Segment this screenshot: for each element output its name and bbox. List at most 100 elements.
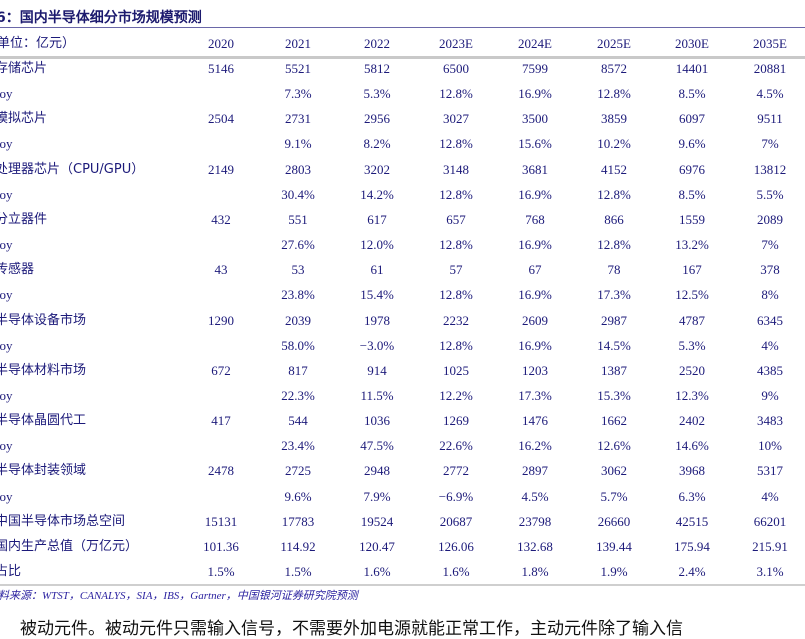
table-row: 占比 1.5% 1.5% 1.6% 1.6% 1.8% 1.9% 2.4% 3.1% <box>0 561 805 583</box>
table-cell: 9.6% <box>284 488 312 504</box>
table-cell: 14401 <box>675 61 709 76</box>
row-label: 存储芯片 <box>0 61 48 76</box>
table-cell: 6500 <box>443 61 469 76</box>
table-cell: 114.92 <box>280 538 316 554</box>
table-cell: 12.8% <box>597 186 631 202</box>
table-cell: 4.5% <box>756 86 784 102</box>
table-cell: 10% <box>758 438 782 454</box>
table-cell: 78 <box>607 262 621 278</box>
row-label: yoy <box>0 186 13 202</box>
column-header: 2025E <box>597 36 631 51</box>
row-label: yoy <box>0 136 13 152</box>
table-cell: 47.5% <box>360 438 394 454</box>
yoy-row: yoy 9.6% 7.9% −6.9% 4.5% 5.7% 6.3% 4% <box>0 486 805 508</box>
table-row: 模拟芯片 2504 2731 2956 3027 3500 3859 6097 9511 <box>0 108 805 130</box>
table-cell: 7599 <box>522 61 548 76</box>
yoy-row: yoy 9.1% 8.2% 12.8% 15.6% 10.2% 9.6% 7% <box>0 133 805 155</box>
table-cell: 4787 <box>679 312 705 328</box>
table-cell: 4% <box>761 488 779 504</box>
table-cell: 12.6% <box>597 438 631 454</box>
table-cell: 3681 <box>522 161 548 177</box>
table-cell: 3202 <box>364 161 390 177</box>
row-label: 传感器 <box>0 262 35 278</box>
table-cell: 12.8% <box>597 86 631 102</box>
column-header: 2023E <box>439 36 473 51</box>
table-cell: 12.8% <box>439 337 473 353</box>
source-note: 料来源：WTST，CANALYS，SIA，IBS，Gartner，中国银河证券研… <box>0 590 358 602</box>
yoy-row: yoy 27.6% 12.0% 12.8% 16.9% 12.8% 13.2% 7% <box>0 234 805 256</box>
row-label: 模拟芯片 <box>0 111 48 127</box>
table-cell: 1.5% <box>207 564 235 579</box>
yoy-row: yoy 7.3% 5.3% 12.8% 16.9% 12.8% 8.5% 4.5% <box>0 83 805 105</box>
row-label: 占比 <box>0 564 22 579</box>
table-cell: 26660 <box>597 513 631 529</box>
title-divider <box>0 27 805 28</box>
table-cell: 120.47 <box>359 538 395 554</box>
table-title: 6：国内半导体细分市场规模预测 <box>0 10 202 26</box>
table-row: 存储芯片 5146 5521 5812 6500 7599 8572 14401 20881 <box>0 58 805 80</box>
column-header: 2035E <box>753 36 787 51</box>
table-cell: 17.3% <box>597 287 631 303</box>
table-cell: 417 <box>211 413 231 429</box>
table-cell: 914 <box>367 362 387 378</box>
table-cell: 866 <box>604 211 624 227</box>
yoy-row: yoy 23.8% 15.4% 12.8% 16.9% 17.3% 12.5% 8% <box>0 284 805 306</box>
table-cell: 58.0% <box>281 337 315 353</box>
table-row: 分立器件 432 551 617 657 768 866 1559 2089 <box>0 209 805 231</box>
table-cell: 61 <box>370 262 384 278</box>
table-cell: 2149 <box>208 161 234 177</box>
table-cell: 3027 <box>443 111 469 127</box>
yoy-row: yoy 22.3% 11.5% 12.2% 17.3% 15.3% 12.3% 9% <box>0 385 805 407</box>
header-divider <box>0 56 805 59</box>
table-cell: 57 <box>449 262 463 278</box>
table-cell: 17783 <box>281 513 315 529</box>
table-cell: 2039 <box>285 312 311 328</box>
table-cell: 27.6% <box>281 237 315 253</box>
row-label: 处理器芯片（CPU/GPU） <box>0 161 145 177</box>
table-cell: 15.6% <box>518 136 552 152</box>
column-header: 2022 <box>364 36 390 51</box>
table-cell: 2803 <box>285 161 311 177</box>
row-label: 分立器件 <box>0 211 48 227</box>
table-cell: 16.9% <box>518 237 552 253</box>
table-cell: 4% <box>761 337 779 353</box>
table-cell: 12.8% <box>439 287 473 303</box>
row-label: yoy <box>0 287 13 303</box>
row-label: yoy <box>0 438 13 454</box>
table-row: 国内生产总值（万亿元） 101.36 114.92 120.47 126.06 132.6… <box>0 536 805 558</box>
table-cell: −6.9% <box>438 488 474 504</box>
row-label: yoy <box>0 337 13 353</box>
row-label: yoy <box>0 237 13 253</box>
table-cell: 3968 <box>679 463 705 479</box>
table-cell: 5.3% <box>678 337 706 353</box>
table-cell: 13812 <box>753 161 787 177</box>
row-label: 国内生产总值（万亿元） <box>0 538 139 554</box>
table-cell: 1978 <box>364 312 390 328</box>
table-cell: 2402 <box>679 413 705 429</box>
table-cell: 3.1% <box>756 564 784 579</box>
table-cell: 9% <box>761 387 779 403</box>
table-cell: 53 <box>291 262 305 278</box>
table-cell: 6345 <box>757 312 783 328</box>
table-bottom-divider <box>0 584 805 586</box>
row-label: 半导体材料市场 <box>0 362 87 378</box>
table-cell: 132.68 <box>517 538 553 554</box>
table-cell: 6097 <box>679 111 705 127</box>
table-cell: 1476 <box>522 413 548 429</box>
row-label: yoy <box>0 86 13 102</box>
table-cell: 5146 <box>208 61 234 76</box>
row-label: 半导体封装领域 <box>0 463 87 479</box>
table-cell: 14.2% <box>360 186 394 202</box>
table-cell: 1290 <box>208 312 234 328</box>
table-cell: 22.3% <box>281 387 315 403</box>
table-cell: 16.9% <box>518 86 552 102</box>
yoy-row: yoy 23.4% 47.5% 22.6% 16.2% 12.6% 14.6% 10% <box>0 435 805 457</box>
table-cell: 20687 <box>439 513 473 529</box>
table-cell: 15.3% <box>597 387 631 403</box>
table-cell: 22.6% <box>439 438 473 454</box>
table-cell: 139.44 <box>596 538 632 554</box>
table-cell: 5812 <box>364 61 390 76</box>
table-cell: 42515 <box>675 513 709 529</box>
table-cell: 817 <box>288 362 308 378</box>
table-cell: 12.8% <box>439 186 473 202</box>
